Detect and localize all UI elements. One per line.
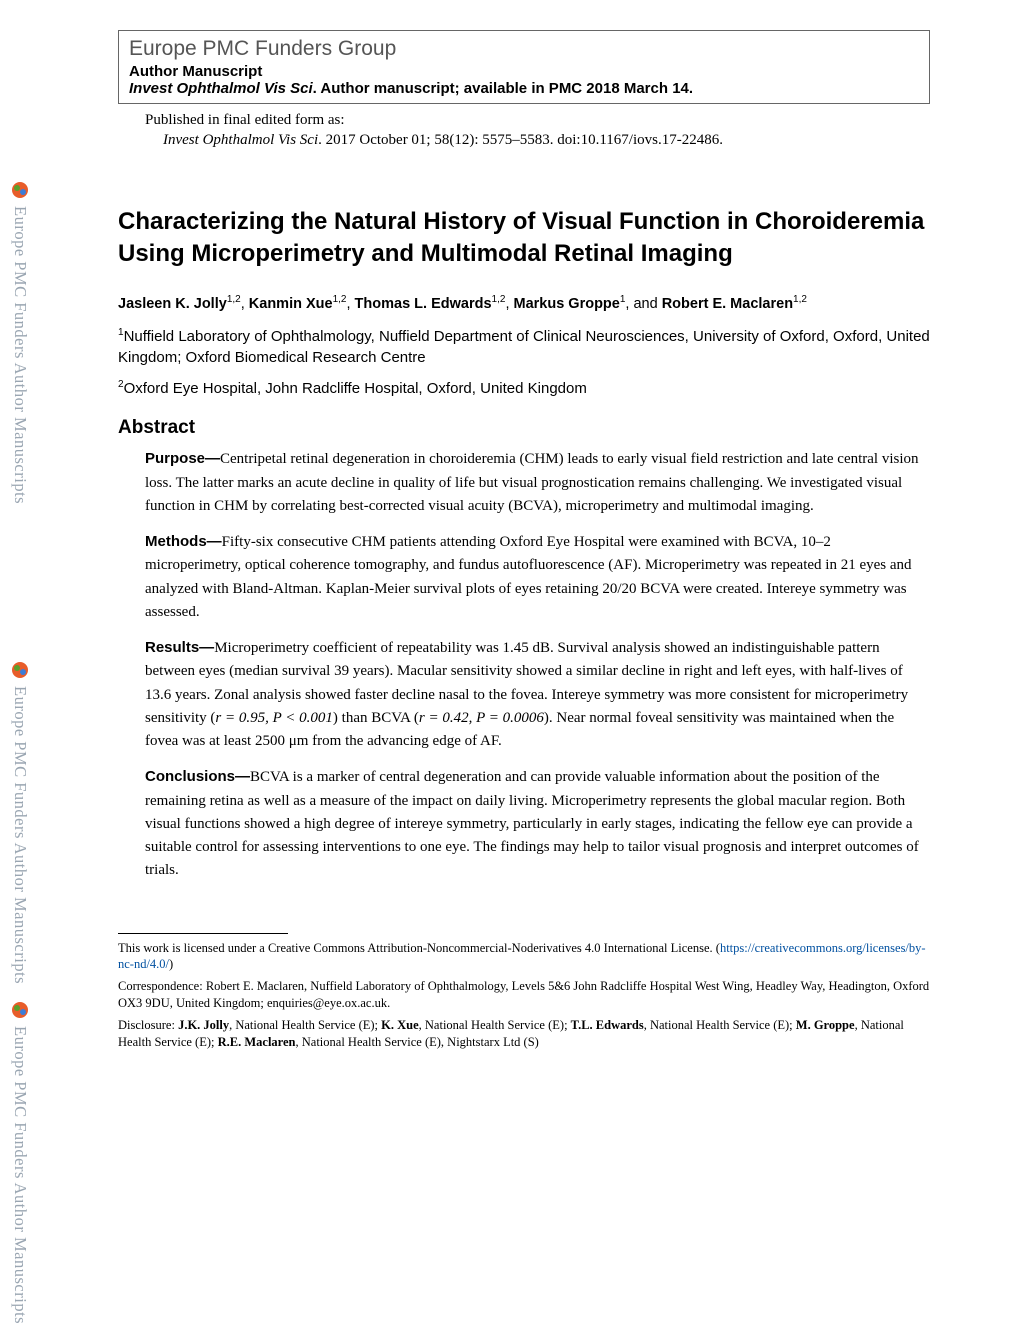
d4-name: M. Groppe <box>796 1018 855 1032</box>
license-block: This work is licensed under a Creative C… <box>118 940 930 974</box>
author-3: Thomas L. Edwards <box>355 296 492 312</box>
journal-line: Invest Ophthalmol Vis Sci. Author manusc… <box>129 80 919 97</box>
conclusions-text: BCVA is a marker of central degeneration… <box>145 769 919 878</box>
conclusions-lead: Conclusions— <box>145 768 250 785</box>
author-5-aff: 1,2 <box>793 294 807 305</box>
abstract-methods: Methods—Fifty-six consecutive CHM patien… <box>145 530 930 624</box>
purpose-text: Centripetal retinal degeneration in chor… <box>145 451 919 514</box>
published-citation: Invest Ophthalmol Vis Sci. 2017 October … <box>145 130 930 150</box>
d2-text: , National Health Service (E); <box>419 1018 571 1032</box>
header-box: Europe PMC Funders Group Author Manuscri… <box>118 30 930 104</box>
methods-lead: Methods— <box>145 533 222 550</box>
license-p1: This work is licensed under a Creative C… <box>118 941 720 955</box>
disclosure-label: Disclosure: <box>118 1018 178 1032</box>
abstract-purpose: Purpose—Centripetal retinal degeneration… <box>145 447 930 518</box>
d2-name: K. Xue <box>381 1018 419 1032</box>
affiliation-2: 2Oxford Eye Hospital, John Radcliffe Hos… <box>118 378 930 399</box>
results-lead: Results— <box>145 639 214 656</box>
d1-text: , National Health Service (E); <box>229 1018 381 1032</box>
published-line1: Published in final edited form as: <box>145 110 930 130</box>
journal-suffix: . Author manuscript; available in PMC 20… <box>313 80 693 97</box>
author-manuscript-label: Author Manuscript <box>129 63 919 80</box>
journal-name: Invest Ophthalmol Vis Sci <box>129 80 313 97</box>
aff2-text: Oxford Eye Hospital, John Radcliffe Hosp… <box>124 380 587 397</box>
author-2-aff: 1,2 <box>333 294 347 305</box>
author-1: Jasleen K. Jolly <box>118 296 227 312</box>
license-p2: ) <box>169 957 173 971</box>
author-4: Markus Groppe <box>514 296 620 312</box>
authors-line: Jasleen K. Jolly1,2, Kanmin Xue1,2, Thom… <box>118 292 930 316</box>
footer-separator <box>118 933 288 934</box>
d3-name: T.L. Edwards <box>571 1018 644 1032</box>
d5-text: , National Health Service (E), Nightstar… <box>296 1035 539 1049</box>
funders-group-title: Europe PMC Funders Group <box>129 37 919 61</box>
d1-name: J.K. Jolly <box>178 1018 229 1032</box>
d3-text: , National Health Service (E); <box>644 1018 796 1032</box>
pub-journal: Invest Ophthalmol Vis Sci <box>163 132 318 148</box>
abstract-results: Results—Microperimetry coefficient of re… <box>145 636 930 753</box>
pub-citation: . 2017 October 01; 58(12): 5575–5583. do… <box>318 132 723 148</box>
author-and: , and <box>625 296 661 312</box>
abstract-conclusions: Conclusions—BCVA is a marker of central … <box>145 765 930 882</box>
abstract-heading: Abstract <box>118 417 930 439</box>
correspondence-block: Correspondence: Robert E. Maclaren, Nuff… <box>118 978 930 1012</box>
results-stat1: r = 0.95, P < 0.001 <box>215 710 332 726</box>
author-1-aff: 1,2 <box>227 294 241 305</box>
page-content: Europe PMC Funders Group Author Manuscri… <box>0 0 1020 1086</box>
author-5: Robert E. Maclaren <box>662 296 793 312</box>
methods-text: Fifty-six consecutive CHM patients atten… <box>145 534 912 620</box>
author-2: Kanmin Xue <box>249 296 333 312</box>
results-stat2: r = 0.42, P = 0.0006 <box>419 710 544 726</box>
article-title: Characterizing the Natural History of Vi… <box>118 206 930 271</box>
d5-name: R.E. Maclaren <box>218 1035 296 1049</box>
author-3-aff: 1,2 <box>492 294 506 305</box>
aff1-text: Nuffield Laboratory of Ophthalmology, Nu… <box>118 328 930 366</box>
published-block: Published in final edited form as: Inves… <box>145 110 930 151</box>
affiliation-1: 1Nuffield Laboratory of Ophthalmology, N… <box>118 326 930 368</box>
disclosure-block: Disclosure: J.K. Jolly, National Health … <box>118 1017 930 1051</box>
results-p2: ) than BCVA ( <box>333 710 419 726</box>
purpose-lead: Purpose— <box>145 450 220 467</box>
